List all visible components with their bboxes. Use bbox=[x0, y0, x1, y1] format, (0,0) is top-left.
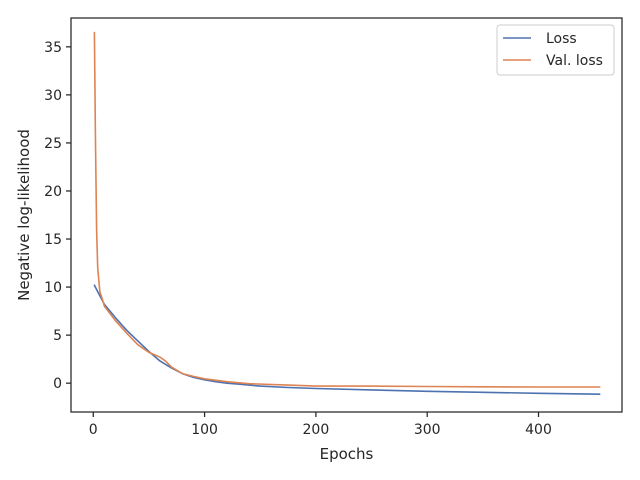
y-tick-label: 35 bbox=[44, 40, 62, 56]
y-axis-label: Negative log-likelihood bbox=[15, 129, 33, 301]
series-line-loss bbox=[93, 284, 601, 396]
plot-frame bbox=[70, 17, 623, 413]
y-tick-label: 30 bbox=[44, 88, 62, 104]
x-tick-label: 0 bbox=[89, 422, 98, 438]
legend-label-val-loss: Val. loss bbox=[546, 53, 603, 69]
y-tick-label: 15 bbox=[44, 232, 62, 248]
series-line-val-loss bbox=[93, 31, 601, 388]
legend: Loss Val. loss bbox=[496, 24, 615, 76]
y-tick-label: 10 bbox=[44, 280, 62, 296]
series-lines bbox=[93, 31, 601, 396]
y-tick-label: 5 bbox=[53, 328, 62, 344]
y-tick-label: 0 bbox=[53, 376, 62, 392]
x-tick-label: 300 bbox=[414, 422, 441, 438]
axis-ticks: 0 100 200 300 400 0 5 10 15 20 25 30 35 bbox=[44, 40, 552, 438]
legend-label-loss: Loss bbox=[546, 31, 577, 47]
y-tick-label: 20 bbox=[44, 184, 62, 200]
x-tick-label: 200 bbox=[303, 422, 330, 438]
y-tick-label: 25 bbox=[44, 136, 62, 152]
x-tick-label: 100 bbox=[191, 422, 218, 438]
x-tick-label: 400 bbox=[525, 422, 552, 438]
x-axis-label: Epochs bbox=[320, 445, 374, 463]
